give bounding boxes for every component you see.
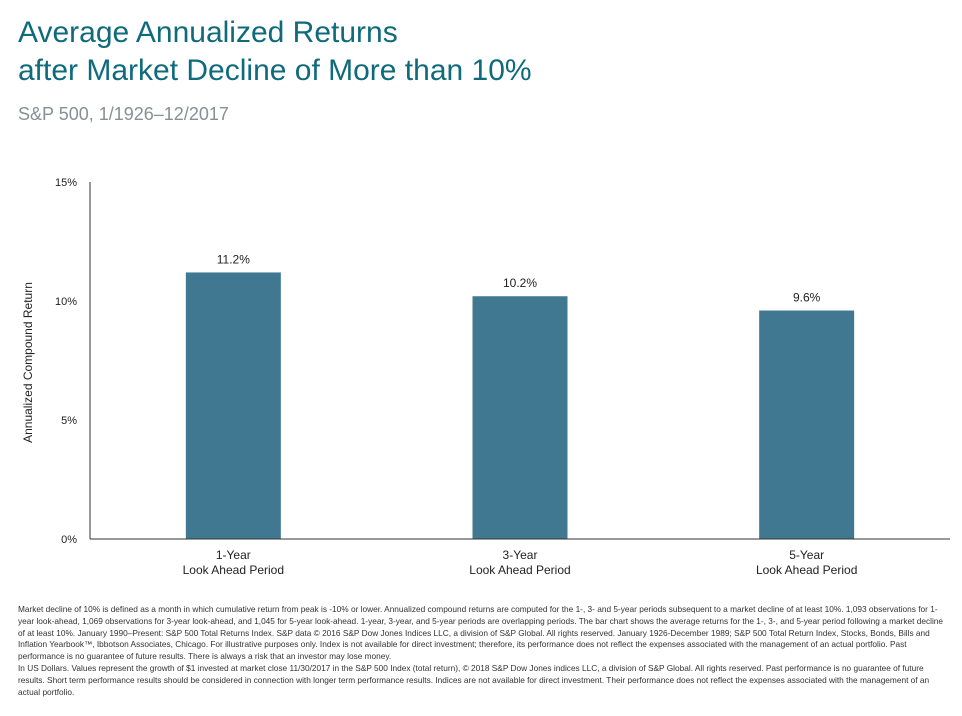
footnote: Market decline of 10% is defined as a mo… xyxy=(18,604,944,698)
y-tick-label: 0% xyxy=(61,534,77,546)
y-tick-label: 5% xyxy=(61,415,77,427)
y-tick-label: 15% xyxy=(55,177,77,189)
bars-group xyxy=(185,272,855,539)
bar-value-label: 10.2% xyxy=(503,276,537,290)
bar xyxy=(472,296,568,539)
bar-value-label: 9.6% xyxy=(793,291,821,305)
bar-value-label: 11.2% xyxy=(217,252,250,266)
x-tick-label: 5-Year xyxy=(789,548,824,562)
value-labels: 11.2% 10.2% 9.6% xyxy=(217,252,821,304)
y-axis-title: Annualized Compound Return xyxy=(21,282,35,443)
x-tick-label: Look Ahead Period xyxy=(183,563,284,577)
bar xyxy=(759,310,855,539)
page-title: Average Annualized Returns after Market … xyxy=(18,14,532,90)
title-line-2: after Market Decline of More than 10% xyxy=(18,54,532,87)
footnote-paragraph-2: In US Dollars. Values represent the grow… xyxy=(18,662,930,697)
x-tick-label: 1-Year xyxy=(216,548,251,562)
page-subtitle: S&P 500, 1/1926–12/2017 xyxy=(18,104,229,124)
x-tick-label: 3-Year xyxy=(503,548,538,562)
x-tick-label: Look Ahead Period xyxy=(756,563,857,577)
y-axis-ticks: 0% 5% 10% 15% xyxy=(55,177,77,546)
title-line-1: Average Annualized Returns xyxy=(18,16,398,49)
footnote-paragraph-1: Market decline of 10% is defined as a mo… xyxy=(18,604,944,662)
y-tick-label: 10% xyxy=(55,296,77,308)
x-tick-label: Look Ahead Period xyxy=(469,563,570,577)
bar xyxy=(185,272,281,539)
